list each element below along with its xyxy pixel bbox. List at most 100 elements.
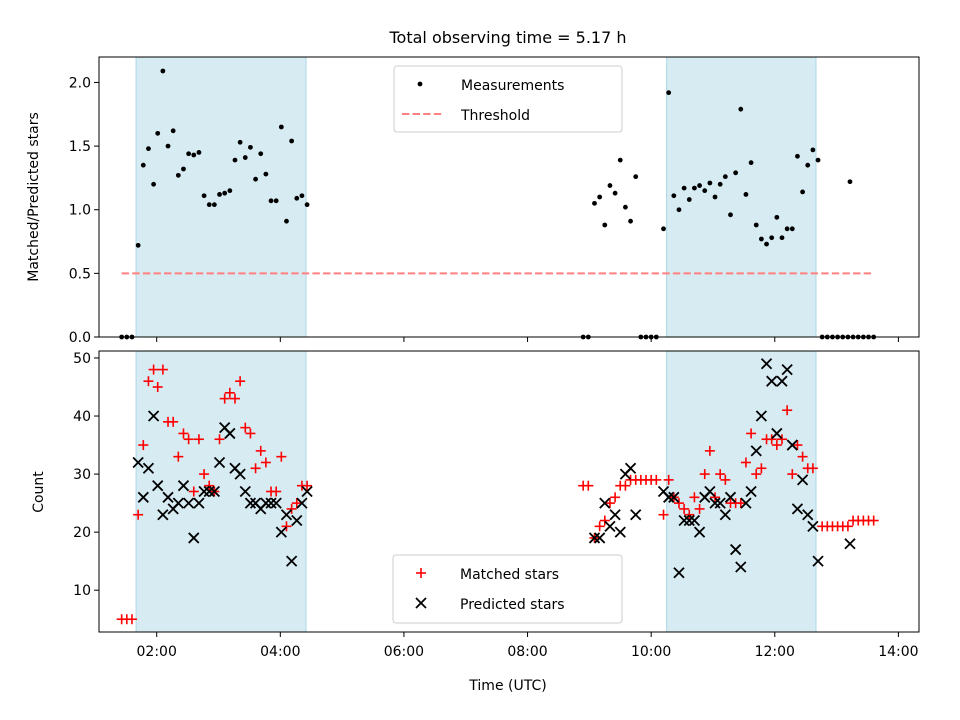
legend: Matched stars Predicted stars <box>392 554 623 624</box>
predicted-star-marker <box>604 520 616 532</box>
measurement-point <box>253 176 258 182</box>
measurement-point <box>263 171 269 177</box>
measurement-point <box>597 194 603 200</box>
predicted-star-marker <box>275 526 287 538</box>
predicted-star-marker <box>270 497 282 509</box>
measurement-point <box>248 144 253 150</box>
predicted-star-marker <box>714 497 726 509</box>
measurement-point <box>237 139 243 145</box>
predicted-star-marker <box>296 497 308 509</box>
measurement-point <box>612 190 618 196</box>
matched-star-marker <box>148 364 159 375</box>
measurement-point <box>155 130 161 136</box>
measurement-point <box>273 198 279 204</box>
matched-star-marker <box>658 509 669 520</box>
predicted-star-marker <box>614 526 626 538</box>
predicted-star-marker <box>594 532 606 544</box>
measurement-point <box>278 124 284 130</box>
predicted-star-marker <box>745 485 757 498</box>
measurement-point <box>748 160 754 166</box>
observing-intervals <box>135 56 817 338</box>
matched-star-marker <box>776 434 787 445</box>
matched-star-marker <box>599 515 610 526</box>
measurement-point <box>191 152 197 158</box>
matched-star-marker <box>204 480 215 491</box>
predicted-star-marker <box>147 410 160 422</box>
predicted-star-marker <box>624 462 637 474</box>
x-axis: 02:00 04:00 06:00 08:00 10:00 12:00 14:00 <box>137 632 919 660</box>
predicted-star-marker <box>663 491 675 503</box>
predicted-star-marker <box>791 503 804 515</box>
predicted-star-marker <box>588 532 601 544</box>
measurement-point <box>795 153 800 159</box>
matched-star-marker <box>214 434 225 445</box>
matched-star-marker <box>281 521 292 532</box>
x-tick-label: 12:00 <box>755 644 795 660</box>
chart-title: Total observing time = 5.17 h <box>388 28 626 47</box>
matched-star-marker <box>302 480 313 491</box>
matched-star-marker <box>797 451 808 462</box>
measurement-point <box>671 193 677 199</box>
measurement-point <box>733 170 739 176</box>
predicted-star-marker <box>802 509 814 521</box>
predicted-star-marker <box>157 509 169 521</box>
measurement-point <box>800 189 805 195</box>
measurement-point <box>722 174 728 180</box>
predicted-star-marker <box>286 555 298 567</box>
y-axis: 10 20 30 40 50 <box>73 351 99 599</box>
matched-star-marker <box>276 451 287 462</box>
predicted-star-marker <box>137 491 149 503</box>
predicted-star-marker <box>812 555 824 567</box>
measurement-point <box>135 242 141 248</box>
predicted-star-marker <box>678 514 690 527</box>
measurement-point <box>227 188 233 194</box>
predicted-star-marker <box>224 427 236 440</box>
predicted-star-marker <box>683 514 695 527</box>
matched-star-marker <box>138 440 149 451</box>
predicted-star-marker <box>735 561 747 573</box>
predicted-star-marker <box>203 485 215 498</box>
measurement-point <box>692 185 697 191</box>
predicted-star-marker <box>786 439 798 451</box>
predicted-star-marker <box>729 543 742 556</box>
matched-star-marker <box>604 498 615 509</box>
measurement-point <box>769 235 775 241</box>
predicted-star-marker <box>198 485 210 498</box>
matched-star-marker <box>746 428 757 439</box>
measurement-point <box>186 151 192 157</box>
x-axis-label: Time (UTC) <box>468 678 546 694</box>
measurement-point <box>146 146 151 152</box>
measurement-point <box>165 143 171 149</box>
ratio-panel: Total observing time = 5.17 h 0.0 0.5 1.0 1… <box>26 28 920 346</box>
predicted-star-marker <box>280 509 293 521</box>
matched-star-marker <box>199 469 210 480</box>
predicted-star-marker <box>244 497 257 509</box>
measurement-point <box>805 162 811 168</box>
matched-star-marker <box>756 463 767 474</box>
predicted-star-marker <box>766 375 778 387</box>
x-tick-label: 08:00 <box>507 644 547 660</box>
axes-frame <box>98 350 920 633</box>
matched-star-marker <box>679 503 690 514</box>
matched-star-marker <box>673 498 684 509</box>
legend-point-marker <box>417 81 423 87</box>
measurement-point <box>175 172 181 178</box>
measurement-point <box>712 194 718 200</box>
y-tick-label: 20 <box>73 525 91 541</box>
measurement-point <box>181 166 186 172</box>
measurement-point <box>196 150 202 155</box>
matched-star-marker <box>710 492 721 503</box>
x-axis <box>156 337 899 342</box>
matched-star-marker <box>126 614 137 625</box>
predicted-star-marker <box>771 427 783 440</box>
predicted-star-marker <box>796 474 809 486</box>
y-tick-label: 50 <box>73 351 91 367</box>
matched-star-marker <box>229 393 240 404</box>
predicted-star-marker <box>740 497 752 509</box>
matched-star-marker <box>245 428 256 439</box>
legend-label: Predicted stars <box>460 597 565 613</box>
legend-plus-marker <box>416 568 426 578</box>
predicted-star-marker <box>142 462 155 474</box>
measurement-point <box>676 207 682 213</box>
